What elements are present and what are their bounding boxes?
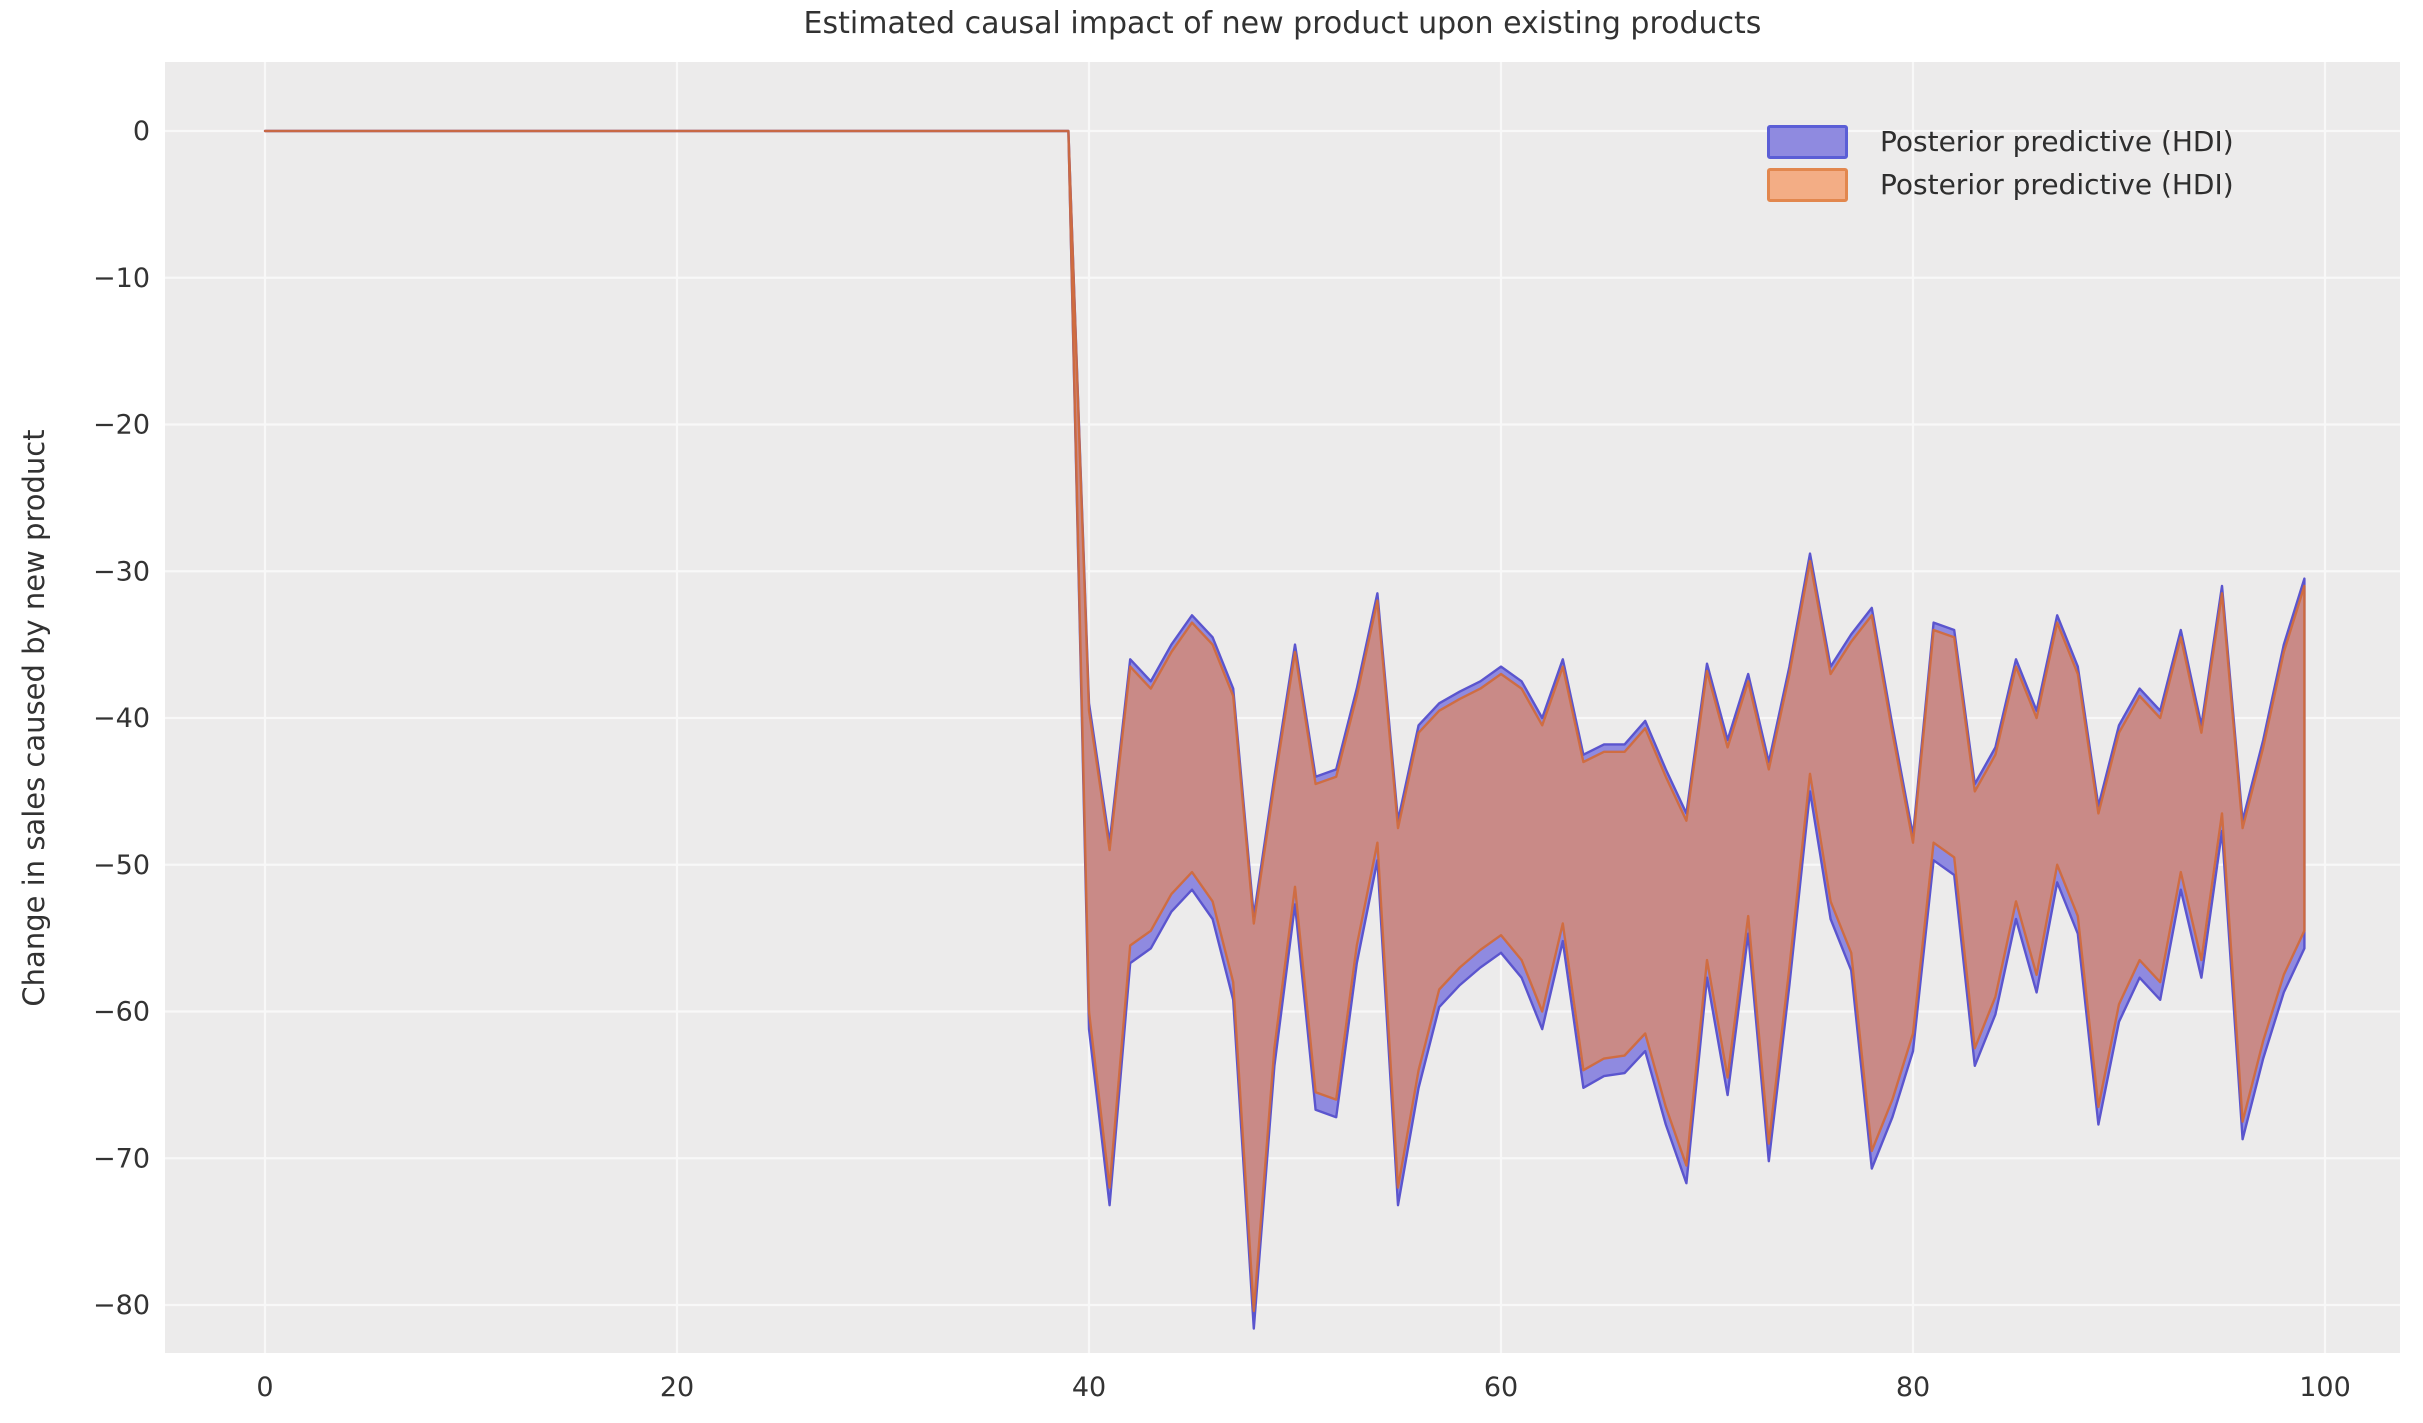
- legend-entry-posterior-blue: Posterior predictive (HDI): [1767, 124, 2234, 160]
- legend-label: Posterior predictive (HDI): [1880, 125, 2234, 158]
- y-axis-label: Change in sales caused by new product: [17, 429, 51, 1007]
- y-tick-label: −70: [93, 1143, 150, 1174]
- legend-swatch-blue-icon: [1767, 125, 1848, 159]
- y-tick-label: −30: [93, 556, 150, 587]
- x-tick-label: 60: [1484, 1372, 1518, 1403]
- x-tick-label: 20: [660, 1372, 694, 1403]
- x-tick-label: 100: [2299, 1372, 2351, 1403]
- x-tick-label: 80: [1896, 1372, 1930, 1403]
- y-tick-label: 0: [133, 116, 150, 147]
- legend-label: Posterior predictive (HDI): [1880, 168, 2234, 201]
- legend-swatch-orange-icon: [1767, 168, 1848, 202]
- y-tick-label: −80: [93, 1290, 150, 1321]
- y-tick-label: −10: [93, 263, 150, 294]
- legend-entry-posterior-orange: Posterior predictive (HDI): [1767, 167, 2234, 203]
- y-tick-label: −20: [93, 410, 150, 441]
- x-tick-label: 0: [256, 1372, 273, 1403]
- x-tick-label: 40: [1072, 1372, 1106, 1403]
- hdi-band-orange: [263, 129, 2306, 1313]
- y-tick-label: −50: [93, 850, 150, 881]
- y-tick-label: −40: [93, 703, 150, 734]
- legend: Posterior predictive (HDI) Posterior pre…: [1767, 124, 2234, 210]
- y-tick-label: −60: [93, 997, 150, 1028]
- chart-title: Estimated causal impact of new product u…: [803, 6, 1762, 41]
